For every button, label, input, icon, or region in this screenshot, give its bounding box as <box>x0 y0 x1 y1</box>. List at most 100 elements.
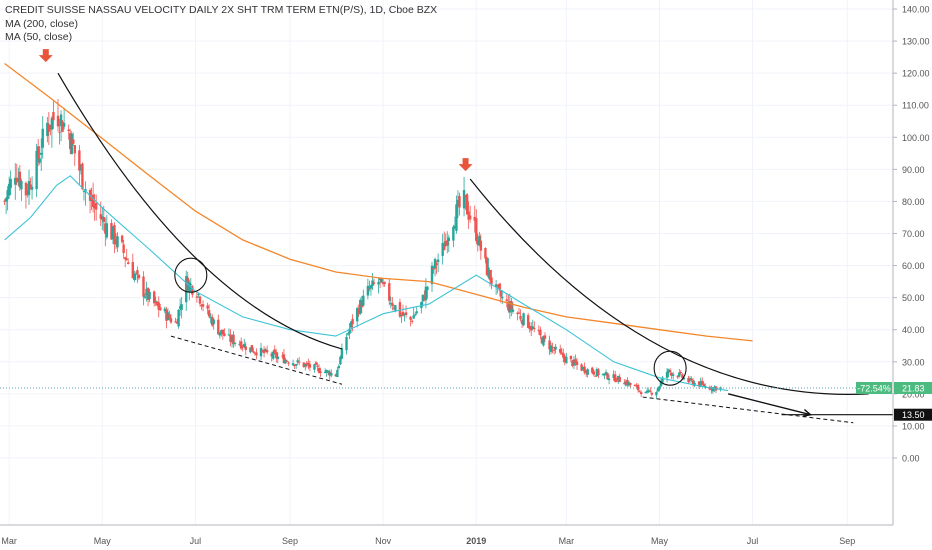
candle-body <box>188 282 191 292</box>
candle-body <box>304 364 307 367</box>
candle-body <box>17 177 20 182</box>
price-tick-label: 30.00 <box>902 357 925 367</box>
candle-body <box>111 226 115 240</box>
candle-body <box>14 177 17 185</box>
candle-body <box>221 329 225 335</box>
candle-body <box>142 276 145 297</box>
legend-ma200[interactable]: MA (200, close) <box>5 18 78 30</box>
candle-body <box>676 375 679 378</box>
candle-body <box>127 262 130 265</box>
candle-body <box>659 381 663 387</box>
candle-body <box>592 371 596 375</box>
candle-body <box>430 265 434 285</box>
ma50-line <box>4 175 729 392</box>
legend-ma50[interactable]: MA (50, close) <box>5 31 73 43</box>
candle-body <box>146 288 150 300</box>
candle-body <box>133 274 136 281</box>
candle-body <box>307 363 310 366</box>
candle-body <box>690 378 693 381</box>
candle-body <box>401 311 405 316</box>
candle-body <box>539 329 542 336</box>
candle-body <box>629 382 632 385</box>
last-price-tag <box>894 381 932 394</box>
candle-body <box>488 269 492 280</box>
candle-body <box>123 257 127 260</box>
candle-body <box>41 128 44 148</box>
price-tick-label: 140.00 <box>902 5 930 15</box>
candle-body <box>702 383 705 387</box>
time-tick-label: Mar <box>559 536 575 546</box>
candle-body <box>699 381 702 387</box>
candle-body <box>468 215 472 220</box>
candle-body <box>618 377 621 382</box>
candle-body <box>549 345 553 352</box>
candle-body <box>497 284 501 289</box>
candle-body <box>339 356 342 365</box>
candle-body <box>597 369 600 376</box>
candle-body <box>414 314 417 316</box>
candle-body <box>575 361 579 366</box>
candle-body <box>7 183 11 196</box>
candle-body <box>687 378 690 383</box>
candle-body <box>476 240 479 246</box>
price-tick-label: 100.00 <box>902 133 930 143</box>
candle-body <box>554 346 557 350</box>
candle-body <box>433 258 437 269</box>
candle-body <box>330 372 333 376</box>
candle-body <box>82 190 86 192</box>
candle-body <box>499 290 502 297</box>
candle-body <box>113 225 116 245</box>
candle-body <box>102 217 106 222</box>
candle-body <box>604 372 608 375</box>
candle-body <box>154 300 157 302</box>
time-tick-label: May <box>651 536 669 546</box>
candle-body <box>177 309 180 327</box>
price-axis-bg <box>893 0 932 550</box>
candle-body <box>168 314 171 319</box>
candle-body <box>38 158 41 163</box>
candle-body <box>131 262 135 279</box>
candle-body <box>230 336 234 343</box>
candle-body <box>3 200 6 202</box>
candle-body <box>284 359 287 364</box>
time-tick-label: Jul <box>747 536 759 546</box>
candle-body <box>528 325 531 329</box>
candle-body <box>255 352 258 356</box>
candle-body <box>78 150 81 171</box>
candle-body <box>391 302 394 306</box>
candle-body <box>47 124 51 132</box>
candle-body <box>447 237 450 241</box>
candle-body <box>259 347 263 357</box>
candle-body <box>362 295 365 306</box>
candle-body <box>693 382 696 386</box>
candle-body <box>562 352 565 358</box>
candle-body <box>69 133 72 149</box>
candle-body <box>700 380 704 384</box>
candle-body <box>371 280 374 287</box>
candle-body <box>110 223 113 240</box>
candle-body <box>319 371 322 374</box>
candle-body <box>462 190 466 209</box>
candle-body <box>511 309 515 312</box>
candle-body <box>93 204 96 209</box>
candle-body <box>243 343 246 348</box>
highlight-circle <box>653 350 687 386</box>
candle-body <box>91 194 95 207</box>
price-tick-label: 10.00 <box>902 421 925 431</box>
candle-body <box>681 374 684 378</box>
candle-body <box>617 375 620 381</box>
candle-body <box>636 384 640 391</box>
candle-body <box>46 122 49 136</box>
candle-body <box>152 291 156 304</box>
candle-body <box>265 350 269 353</box>
candle-body <box>136 270 139 275</box>
candle-body <box>580 364 583 371</box>
candle-body <box>114 240 118 245</box>
chart-title: CREDIT SUISSE NASSAU VELOCITY DAILY 2X S… <box>5 4 438 16</box>
candle-body <box>426 286 429 291</box>
candle-body <box>410 320 414 322</box>
candle-body <box>543 335 547 339</box>
candle-body <box>4 198 8 202</box>
candle-body <box>595 369 599 377</box>
